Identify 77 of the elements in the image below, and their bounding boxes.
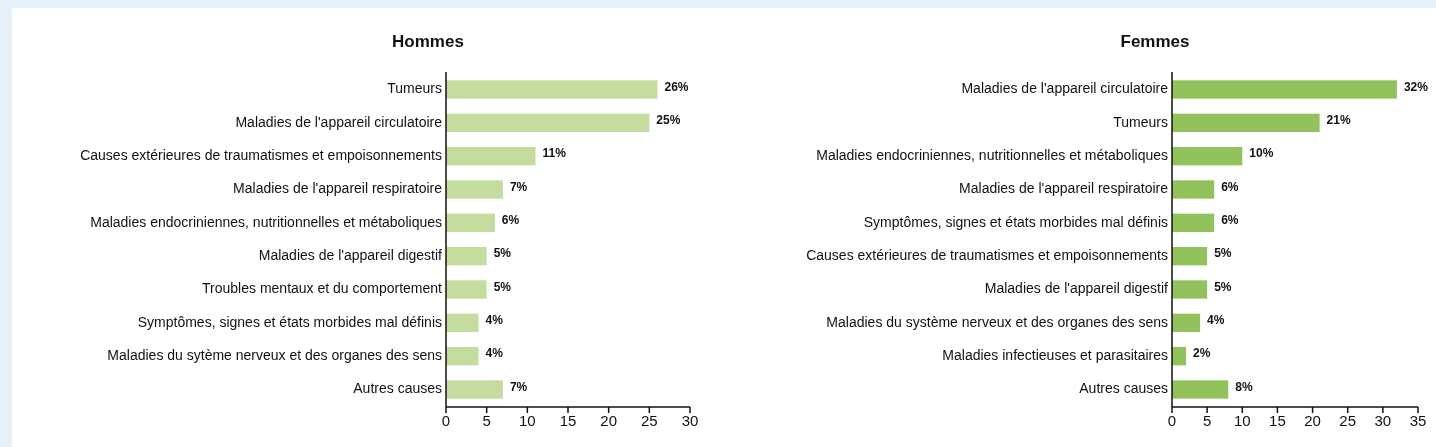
chart-title: Femmes — [1120, 32, 1190, 51]
bar — [1172, 180, 1215, 199]
data-label: 11% — [542, 146, 567, 161]
data-label: 21% — [1326, 113, 1351, 128]
x-tick-label: 5 — [482, 412, 491, 429]
data-label: 7% — [509, 379, 528, 394]
data-label: 32% — [1403, 79, 1429, 94]
y-tick-label: Maladies de l'appareil digestif — [984, 280, 1169, 297]
bar — [1172, 113, 1320, 132]
y-tick-label: Maladies endocriniennes, nutritionnelles et métaboliques — [816, 146, 1168, 163]
y-tick-label: Maladies de l'appareil circulatoire — [235, 113, 443, 130]
data-label: 5% — [1214, 279, 1232, 294]
x-tick-label: 10 — [1233, 412, 1251, 429]
data-label: 4% — [1207, 313, 1225, 328]
y-tick-label: Autres causes — [353, 380, 442, 397]
y-tick-label: Maladies de l'appareil digestif — [258, 246, 443, 263]
y-tick-label: Autres causes — [1079, 380, 1168, 397]
bar — [1172, 147, 1243, 166]
x-tick-label: 25 — [1339, 412, 1357, 429]
bar — [1172, 380, 1229, 399]
data-label: 6% — [1221, 213, 1239, 228]
bar — [446, 313, 479, 332]
data-label: 6% — [501, 213, 520, 228]
bar — [446, 347, 479, 366]
x-tick-label: 35 — [1409, 412, 1427, 429]
x-tick-label: 20 — [1304, 412, 1321, 429]
x-tick-label: 10 — [518, 412, 536, 429]
y-tick-label: Causes extérieures de traumatismes et empoisonnements — [80, 146, 442, 163]
data-label: 25% — [656, 113, 681, 128]
y-tick-label: Maladies de l'appareil circulatoire — [961, 80, 1169, 97]
data-label: 4% — [485, 313, 504, 328]
x-tick-label: 15 — [559, 412, 577, 429]
y-tick-label: Maladies du sytème nerveux et des organes des sens — [107, 346, 442, 363]
y-tick-label: Maladies de l'appareil respiratoire — [959, 180, 1169, 197]
bar — [446, 113, 650, 132]
bar — [446, 247, 487, 266]
bar — [1172, 280, 1208, 299]
data-label: 5% — [493, 246, 512, 261]
bar — [1172, 247, 1208, 266]
y-tick-label: Symptômes, signes et états morbides mal définis — [137, 313, 442, 330]
bar — [1172, 313, 1201, 332]
data-label: 5% — [493, 279, 512, 294]
data-label: 5% — [1214, 246, 1232, 261]
bar — [1172, 347, 1187, 366]
x-tick-label: 15 — [1269, 412, 1286, 429]
y-tick-label: Maladies de l'appareil respiratoire — [233, 180, 443, 197]
x-tick-label: 30 — [681, 412, 699, 429]
data-label: 8% — [1235, 379, 1253, 394]
x-tick-label: 20 — [600, 412, 618, 429]
chart-title: Hommes — [392, 32, 464, 51]
bar — [1172, 80, 1397, 99]
x-tick-label: 0 — [1167, 412, 1177, 429]
bar — [1172, 213, 1215, 232]
y-tick-label: Maladies infectieuses et parasitaires — [942, 346, 1168, 363]
x-tick-label: 0 — [441, 412, 451, 429]
bar — [446, 147, 536, 166]
bar — [446, 280, 487, 299]
x-tick-label: 30 — [1374, 412, 1392, 429]
data-label: 6% — [1221, 179, 1239, 194]
bar — [446, 213, 495, 232]
data-label: 10% — [1249, 146, 1274, 161]
y-tick-label: Troubles mentaux et du comportement — [202, 280, 443, 297]
data-label: 4% — [485, 346, 504, 361]
data-label: 26% — [664, 79, 689, 94]
data-label: 7% — [509, 179, 528, 194]
x-tick-label: 5 — [1202, 412, 1212, 429]
x-tick-label: 25 — [640, 412, 658, 429]
y-tick-label: Symptômes, signes et états morbides mal définis — [863, 213, 1168, 230]
data-label: 2% — [1193, 346, 1211, 361]
y-tick-label: Tumeurs — [387, 80, 442, 97]
bar — [446, 380, 503, 399]
y-tick-label: Maladies endocriniennes, nutritionnelles et métaboliques — [90, 213, 442, 230]
bar — [446, 180, 503, 199]
y-tick-label: Maladies du système nerveux et des organes des sens — [826, 313, 1168, 330]
y-tick-label: Causes extérieures de traumatismes et empoisonnements — [806, 246, 1168, 263]
y-tick-label: Tumeurs — [1113, 113, 1168, 130]
bar — [446, 80, 658, 99]
